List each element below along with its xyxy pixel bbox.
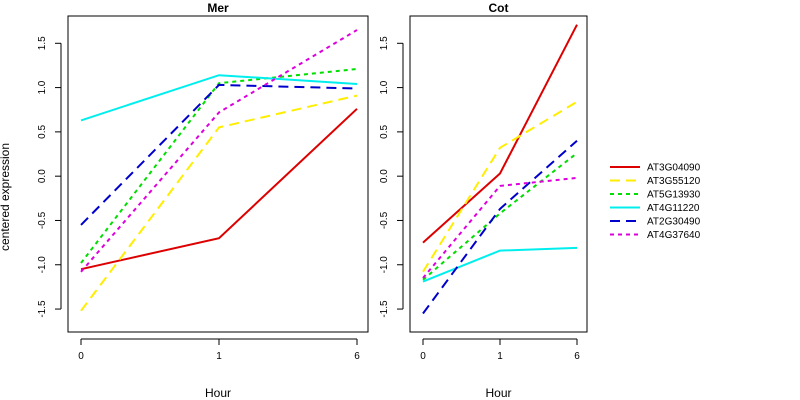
chart-panels: Mer -1.5 -1.0 -0.5 0.0 0.5 1.0 1.5 0 1 6 Hour Cot -1.… xyxy=(37,1,588,400)
y-tick-label: 1.0 xyxy=(37,80,48,94)
x-tick-label: 1 xyxy=(216,351,222,362)
legend-item: AT3G04090 xyxy=(610,163,701,174)
y-tick-label: 0.5 xyxy=(37,124,48,138)
series-line-at4g37640 xyxy=(80,29,358,273)
y-tick-label: 1.0 xyxy=(379,80,390,94)
x-axis-title: Hour xyxy=(485,386,511,400)
x-tick-label: 0 xyxy=(420,351,426,362)
series-line-at3g04090 xyxy=(80,108,358,271)
legend-item: AT4G37640 xyxy=(610,230,701,241)
legend-item: AT4G11220 xyxy=(610,203,700,214)
legend-label: AT3G04090 xyxy=(647,163,701,174)
y-tick-label: 1.5 xyxy=(379,36,390,50)
y-axis-title: centered expression xyxy=(0,143,12,251)
panel-title: Cot xyxy=(489,1,509,15)
panel-mer: Mer -1.5 -1.0 -0.5 0.0 0.5 1.0 1.5 0 1 6 Hour xyxy=(37,1,369,400)
series-line-at3g55120 xyxy=(422,100,578,273)
series-line-at4g37640 xyxy=(422,176,578,279)
x-axis-title: Hour xyxy=(205,386,231,400)
y-tick-label: 0.0 xyxy=(379,169,390,183)
y-tick-label: -1.5 xyxy=(37,300,48,318)
series-line-at2g30490 xyxy=(80,83,358,226)
legend-label: AT4G11220 xyxy=(647,203,700,214)
series-line-at5g13930 xyxy=(80,68,358,264)
y-tick-label: 0.0 xyxy=(37,169,48,183)
plot-frame xyxy=(409,15,588,333)
x-tick-label: 1 xyxy=(497,351,503,362)
series-line-at4g11220 xyxy=(80,74,358,122)
y-tick-label: -1.0 xyxy=(379,256,390,274)
legend-item: AT3G55120 xyxy=(610,176,701,187)
x-tick-label: 6 xyxy=(574,351,580,362)
plot-frame xyxy=(67,15,369,333)
series-line-at3g04090 xyxy=(422,24,578,244)
series-line-at2g30490 xyxy=(422,139,578,315)
chart-legend: AT3G04090 AT3G55120 AT5G13930 AT4G11220 AT2G… xyxy=(610,163,701,241)
legend-label: AT4G37640 xyxy=(647,230,701,241)
x-tick-label: 6 xyxy=(354,351,360,362)
x-tick-label: 0 xyxy=(78,351,84,362)
legend-label: AT5G13930 xyxy=(647,190,701,201)
legend-label: AT3G55120 xyxy=(647,176,701,187)
legend-item: AT2G30490 xyxy=(610,217,701,228)
y-tick-label: 1.5 xyxy=(37,36,48,50)
y-tick-label: 0.5 xyxy=(379,124,390,138)
y-tick-label: -0.5 xyxy=(37,211,48,229)
y-tick-label: -1.0 xyxy=(37,256,48,274)
y-tick-label: -1.5 xyxy=(379,300,390,318)
y-tick-label: -0.5 xyxy=(379,211,390,229)
legend-label: AT2G30490 xyxy=(647,217,701,228)
panel-cot: Cot -1.5 -1.0 -0.5 0.0 0.5 1.0 1.5 0 1 6 Hour xyxy=(379,1,588,400)
series-line-at4g11220 xyxy=(422,246,578,283)
panel-title: Mer xyxy=(207,1,229,15)
series-line-at3g55120 xyxy=(80,94,358,312)
legend-item: AT5G13930 xyxy=(610,190,701,201)
series-line-at5g13930 xyxy=(422,152,578,281)
